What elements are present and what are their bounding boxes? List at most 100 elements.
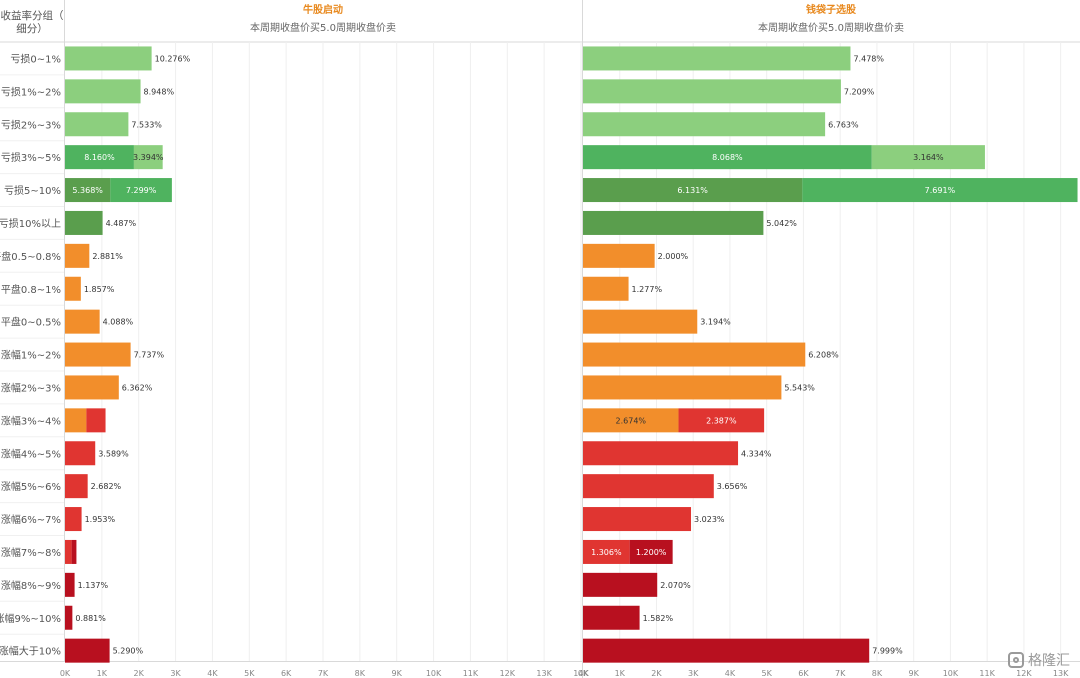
data-label: 7.737% xyxy=(134,351,165,360)
bar-segment xyxy=(583,210,764,235)
data-label: 2.000% xyxy=(658,252,689,261)
x-tick-label: 1K xyxy=(615,669,626,678)
x-tick-label: 11K xyxy=(463,669,479,678)
data-label: 2.682% xyxy=(91,482,122,491)
data-label: 3.589% xyxy=(98,449,129,458)
bar-segment xyxy=(65,408,87,433)
bar-segment xyxy=(583,572,658,597)
data-label: 4.088% xyxy=(103,318,134,327)
category-label: 亏损0~1% xyxy=(10,52,61,65)
category-label: 涨幅9%~10% xyxy=(0,612,61,625)
data-label: 6.208% xyxy=(808,351,839,360)
data-label: 7.478% xyxy=(853,54,884,63)
data-label: 3.656% xyxy=(717,482,748,491)
data-label: 8.160% xyxy=(84,153,115,162)
category-label: 平盘0.5~0.8% xyxy=(0,250,61,263)
x-tick-label: 12K xyxy=(500,669,516,678)
data-label: 4.334% xyxy=(741,449,772,458)
data-label: 7.533% xyxy=(131,120,162,129)
bar-segment xyxy=(583,46,851,71)
data-label: 5.042% xyxy=(766,219,797,228)
category-label: 涨幅7%~8% xyxy=(1,546,61,559)
data-label: 3.164% xyxy=(913,153,944,162)
bar-segment xyxy=(802,178,1078,203)
bar-segment xyxy=(583,507,692,532)
bar-segment xyxy=(65,145,134,170)
category-label: 亏损2%~3% xyxy=(1,118,61,131)
bar-segment xyxy=(65,638,110,663)
bar-segment xyxy=(583,79,841,104)
bar-segment xyxy=(65,539,72,564)
category-label: 亏损10%以上 xyxy=(0,217,61,230)
x-tick-label: 5K xyxy=(244,669,255,678)
data-label: 1.137% xyxy=(78,581,109,590)
bar-segment xyxy=(583,605,640,630)
data-label: 6.763% xyxy=(828,120,859,129)
bar-segment xyxy=(583,178,803,203)
x-tick-label: 13K xyxy=(536,669,552,678)
bar-segment xyxy=(65,178,111,203)
data-label: 6.131% xyxy=(677,186,708,195)
data-label: 8.068% xyxy=(712,153,743,162)
bar-segment xyxy=(65,342,131,367)
category-label: 亏损5~10% xyxy=(4,184,61,197)
bar-segment xyxy=(583,375,782,400)
bar-segment xyxy=(65,210,103,235)
x-tick-label: 6K xyxy=(798,669,809,678)
x-tick-label: 4K xyxy=(207,669,218,678)
data-label: 3.394% xyxy=(133,153,164,162)
bar-segment xyxy=(583,276,629,301)
bar-segment xyxy=(65,46,152,71)
category-label: 涨幅1%~2% xyxy=(1,349,61,362)
bar-segment xyxy=(71,539,77,564)
category-label: 亏损3%~5% xyxy=(1,151,61,164)
category-label: 涨幅8%~9% xyxy=(1,579,61,592)
bar-segment xyxy=(65,309,100,334)
bar-segment xyxy=(583,112,826,137)
data-label: 8.948% xyxy=(144,87,175,96)
data-label: 7.999% xyxy=(872,647,903,656)
x-tick-label: 5K xyxy=(762,669,773,678)
data-label: 2.674% xyxy=(616,416,647,425)
x-tick-label: 0K xyxy=(60,669,71,678)
bar-segment xyxy=(65,79,141,104)
bar-segment xyxy=(65,441,96,466)
x-tick-label: 3K xyxy=(170,669,181,678)
bar-segment xyxy=(583,145,872,170)
watermark-text: 格隆汇 xyxy=(1028,653,1070,669)
category-label: 平盘0.8~1% xyxy=(1,283,61,296)
data-label: 6.362% xyxy=(122,383,153,392)
x-tick-label: 12K xyxy=(1016,669,1032,678)
data-label: 5.543% xyxy=(784,383,815,392)
x-tick-label: 11K xyxy=(979,669,995,678)
panel-subtitle: 本周期收盘价买5.0周期收盘价卖 xyxy=(250,21,396,34)
x-tick-label: 9K xyxy=(908,669,919,678)
data-label: 1.582% xyxy=(643,614,674,623)
bar-segment xyxy=(65,276,81,301)
bar-segment xyxy=(583,474,714,499)
data-label: 7.691% xyxy=(925,186,956,195)
watermark-logo-icon xyxy=(1008,652,1024,668)
data-label: 1.953% xyxy=(85,515,116,524)
bar-segment xyxy=(65,605,73,630)
bar-segment xyxy=(65,474,88,499)
x-tick-label: 10K xyxy=(943,669,959,678)
bar-segment xyxy=(583,408,679,433)
category-label: 涨幅4%~5% xyxy=(1,447,61,460)
x-tick-label: 6K xyxy=(281,669,292,678)
category-label: 亏损1%~2% xyxy=(1,85,61,98)
x-tick-label: 8K xyxy=(872,669,883,678)
panel-title: 牛股启动 xyxy=(303,3,343,16)
data-label: 2.070% xyxy=(660,581,691,590)
bar-segment xyxy=(65,243,90,268)
data-label: 10.276% xyxy=(155,54,191,63)
x-tick-label: 3K xyxy=(688,669,699,678)
x-tick-label: 10K xyxy=(426,669,442,678)
bar-segment xyxy=(65,572,75,597)
data-label: 3.023% xyxy=(694,515,725,524)
bar-segment xyxy=(583,638,870,663)
category-label: 涨幅6%~7% xyxy=(1,513,61,526)
panel-title: 钱袋子选股 xyxy=(806,3,857,16)
bar-segment xyxy=(871,145,985,170)
watermark: 格隆汇 xyxy=(1008,650,1070,670)
